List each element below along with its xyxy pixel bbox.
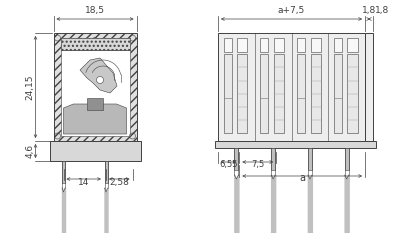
Bar: [311, 54, 321, 133]
Polygon shape: [64, 104, 126, 134]
Text: 24,15: 24,15: [25, 74, 34, 100]
Text: 4,6: 4,6: [26, 144, 35, 158]
Bar: [334, 54, 342, 133]
Bar: [297, 54, 305, 133]
Bar: [234, 148, 238, 170]
Polygon shape: [80, 58, 117, 93]
Bar: [260, 54, 268, 133]
Text: 2,58: 2,58: [109, 178, 129, 187]
Bar: [237, 54, 247, 133]
Text: 14: 14: [78, 178, 89, 187]
Bar: [60, 38, 130, 50]
Bar: [308, 148, 312, 170]
Bar: [334, 38, 342, 52]
Bar: [50, 141, 140, 161]
Text: 18,5: 18,5: [85, 6, 105, 15]
Bar: [60, 38, 130, 136]
Bar: [274, 38, 284, 52]
Bar: [104, 161, 108, 183]
Bar: [271, 148, 275, 170]
Text: 1,8: 1,8: [375, 6, 389, 15]
Bar: [215, 141, 376, 148]
Text: a+7,5: a+7,5: [278, 6, 305, 15]
Text: a: a: [299, 173, 305, 183]
Bar: [87, 98, 103, 110]
Bar: [347, 54, 358, 133]
Bar: [347, 38, 358, 52]
Text: 6,55: 6,55: [220, 160, 238, 169]
Bar: [62, 161, 65, 183]
Bar: [224, 54, 232, 133]
Bar: [345, 148, 349, 170]
Bar: [224, 38, 232, 52]
Text: 7,5: 7,5: [251, 160, 264, 169]
Bar: [218, 33, 365, 141]
Bar: [297, 38, 305, 52]
Bar: [274, 54, 284, 133]
Bar: [365, 33, 373, 141]
Bar: [311, 38, 321, 52]
Bar: [54, 33, 136, 141]
Bar: [237, 38, 247, 52]
Bar: [260, 38, 268, 52]
Circle shape: [96, 76, 104, 83]
Text: 1,8: 1,8: [362, 6, 376, 15]
